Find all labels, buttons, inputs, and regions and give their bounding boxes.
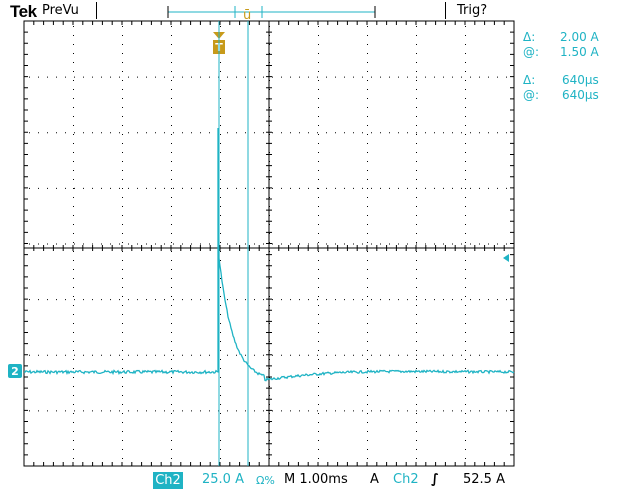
graticule	[23, 20, 515, 467]
cursor-delta-amp-value: 2.00 A	[560, 30, 599, 44]
trigger-mode: A	[370, 472, 379, 487]
divider	[445, 2, 446, 19]
cursor-delta-amp-label: Δ:	[523, 30, 536, 44]
trigger-level-arrow[interactable]	[503, 254, 509, 262]
rising-edge-icon: ∫	[431, 472, 439, 487]
channel-2-waveform	[23, 127, 515, 382]
cursor-at-time-label: @:	[523, 88, 540, 102]
svg-text:2: 2	[11, 365, 19, 378]
acquisition-mode: PreVu	[42, 3, 79, 18]
cursor-delta-time-label: Δ:	[523, 73, 536, 87]
divider	[96, 2, 97, 19]
vertical-scale: 25.0 A	[202, 472, 244, 487]
bottom-status-bar: Ch2 25.0 A Ω% M 1.00ms A Ch2 ∫ 52.5 A	[0, 470, 617, 494]
record-position-bar[interactable]: ū	[167, 6, 376, 23]
channel-2-ground-marker[interactable]: 2	[8, 364, 22, 378]
cursor-at-time-value: 640µs	[562, 88, 599, 102]
trigger-status: Trig?	[457, 3, 488, 18]
trigger-position-marker: ū	[243, 8, 251, 23]
ohm-symbol: Ω%	[256, 474, 275, 487]
channel-indicator[interactable]: Ch2	[153, 472, 183, 489]
trigger-level: 52.5 A	[463, 472, 505, 487]
cursor-at-amp-value: 1.50 A	[560, 45, 599, 59]
cursor-at-amp-label: @:	[523, 45, 540, 59]
top-status-bar: Tek PreVu Trig?	[0, 0, 617, 22]
trigger-source: Ch2	[393, 472, 419, 487]
cursor-delta-time-value: 640µs	[562, 73, 599, 87]
brand-logo: Tek	[10, 2, 37, 21]
timebase: M 1.00ms	[284, 472, 348, 487]
